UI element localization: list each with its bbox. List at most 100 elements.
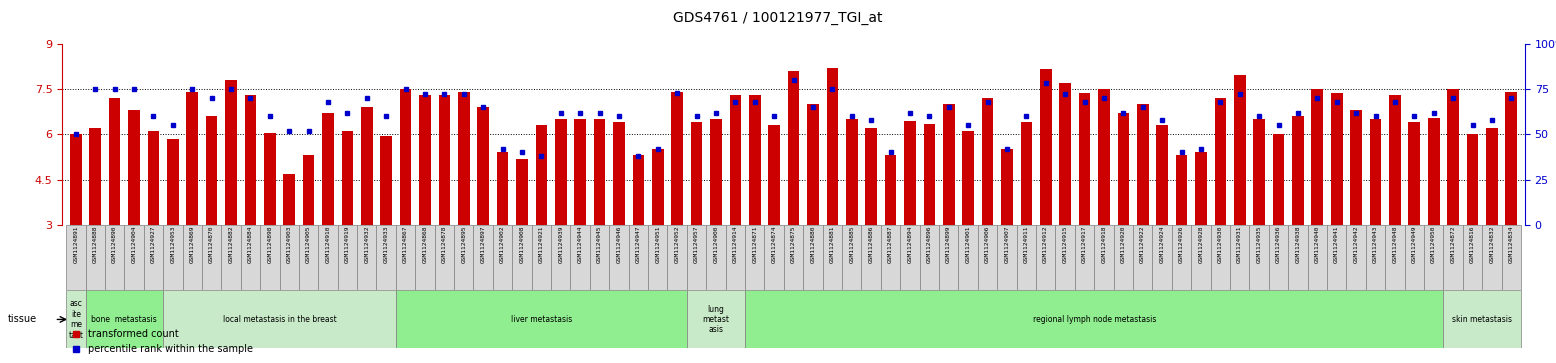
Bar <box>226 80 237 225</box>
Text: GSM1124871: GSM1124871 <box>752 225 758 262</box>
Text: GSM1124878: GSM1124878 <box>442 225 447 262</box>
Text: GSM1124888: GSM1124888 <box>93 225 98 262</box>
Bar <box>1001 150 1013 225</box>
FancyBboxPatch shape <box>1231 225 1249 290</box>
FancyBboxPatch shape <box>434 225 454 290</box>
Bar <box>400 89 411 225</box>
Bar <box>1156 125 1169 225</box>
Bar <box>846 119 857 225</box>
Bar <box>1078 94 1091 225</box>
Text: asc
ite
me
tast: asc ite me tast <box>68 299 84 339</box>
FancyBboxPatch shape <box>977 225 997 290</box>
Bar <box>1117 113 1130 225</box>
Bar <box>283 174 296 225</box>
Text: GSM1124922: GSM1124922 <box>1141 225 1145 262</box>
Bar <box>1253 119 1265 225</box>
Text: GSM1124920: GSM1124920 <box>1120 225 1127 262</box>
Bar <box>342 131 353 225</box>
FancyBboxPatch shape <box>997 225 1016 290</box>
Bar <box>1408 122 1421 225</box>
Text: GSM1124900: GSM1124900 <box>714 225 719 262</box>
Text: GSM1124950: GSM1124950 <box>1432 225 1436 262</box>
FancyBboxPatch shape <box>590 225 610 290</box>
Text: GSM1124868: GSM1124868 <box>423 225 428 262</box>
FancyBboxPatch shape <box>86 290 163 348</box>
FancyBboxPatch shape <box>725 225 745 290</box>
FancyBboxPatch shape <box>745 225 764 290</box>
Bar <box>982 98 993 225</box>
FancyBboxPatch shape <box>221 225 241 290</box>
Bar <box>322 113 335 225</box>
Bar <box>1428 118 1439 225</box>
FancyBboxPatch shape <box>1016 225 1036 290</box>
Text: GSM1124886: GSM1124886 <box>868 225 873 262</box>
Bar <box>1060 83 1071 225</box>
Legend: transformed count, percentile rank within the sample: transformed count, percentile rank withi… <box>67 326 257 358</box>
FancyBboxPatch shape <box>1133 225 1153 290</box>
FancyBboxPatch shape <box>784 225 803 290</box>
FancyBboxPatch shape <box>629 225 647 290</box>
Text: local metastasis in the breast: local metastasis in the breast <box>223 315 336 324</box>
Text: GSM1124880: GSM1124880 <box>811 225 815 262</box>
Text: GSM1124951: GSM1124951 <box>655 225 660 262</box>
FancyBboxPatch shape <box>512 225 532 290</box>
FancyBboxPatch shape <box>356 225 377 290</box>
Text: GSM1124905: GSM1124905 <box>307 225 311 262</box>
FancyBboxPatch shape <box>1153 225 1172 290</box>
Bar <box>1390 95 1400 225</box>
Text: GSM1124935: GSM1124935 <box>1257 225 1262 262</box>
Text: GSM1124881: GSM1124881 <box>829 225 836 262</box>
Text: GSM1124932: GSM1124932 <box>364 225 369 262</box>
FancyBboxPatch shape <box>473 225 493 290</box>
FancyBboxPatch shape <box>881 225 901 290</box>
Text: GSM1124898: GSM1124898 <box>268 225 272 262</box>
Bar <box>1351 110 1362 225</box>
FancyBboxPatch shape <box>823 225 842 290</box>
Text: GSM1124901: GSM1124901 <box>966 225 971 262</box>
Text: GSM1124882: GSM1124882 <box>229 225 233 262</box>
FancyBboxPatch shape <box>551 225 571 290</box>
Text: GSM1124921: GSM1124921 <box>538 225 545 262</box>
Bar <box>148 131 159 225</box>
FancyBboxPatch shape <box>1075 225 1094 290</box>
Text: GSM1124907: GSM1124907 <box>1005 225 1010 262</box>
FancyBboxPatch shape <box>862 225 881 290</box>
Bar <box>787 71 800 225</box>
FancyBboxPatch shape <box>1444 225 1463 290</box>
Text: GSM1124940: GSM1124940 <box>1315 225 1319 262</box>
Bar <box>361 107 372 225</box>
FancyBboxPatch shape <box>454 225 473 290</box>
Text: GSM1124912: GSM1124912 <box>1043 225 1049 262</box>
FancyBboxPatch shape <box>395 225 415 290</box>
Text: GSM1124872: GSM1124872 <box>1450 225 1455 262</box>
Bar <box>303 155 314 225</box>
Bar <box>1506 92 1517 225</box>
Text: GSM1124926: GSM1124926 <box>1179 225 1184 262</box>
Text: GSM1124895: GSM1124895 <box>461 225 467 262</box>
Text: GSM1124915: GSM1124915 <box>1063 225 1067 262</box>
Text: GSM1124930: GSM1124930 <box>1218 225 1223 262</box>
FancyBboxPatch shape <box>163 225 182 290</box>
Text: GSM1124884: GSM1124884 <box>247 225 254 262</box>
Bar <box>187 92 198 225</box>
Bar <box>1273 134 1284 225</box>
FancyBboxPatch shape <box>745 290 1444 348</box>
Bar <box>691 122 702 225</box>
FancyBboxPatch shape <box>1424 225 1444 290</box>
Bar <box>1447 89 1460 225</box>
Text: GSM1124953: GSM1124953 <box>170 225 176 262</box>
Text: GSM1124870: GSM1124870 <box>209 225 215 262</box>
Text: GSM1124894: GSM1124894 <box>907 225 912 262</box>
Text: GSM1124897: GSM1124897 <box>481 225 485 262</box>
Text: GSM1124902: GSM1124902 <box>499 225 506 262</box>
Text: GSM1124928: GSM1124928 <box>1198 225 1203 262</box>
Text: GSM1124834: GSM1124834 <box>1509 225 1514 262</box>
Text: GSM1124952: GSM1124952 <box>675 225 680 262</box>
Bar <box>613 122 626 225</box>
FancyBboxPatch shape <box>940 225 958 290</box>
Bar <box>70 134 81 225</box>
FancyBboxPatch shape <box>299 225 319 290</box>
Bar <box>265 133 275 225</box>
Text: GSM1124941: GSM1124941 <box>1333 225 1340 262</box>
Bar <box>904 121 916 225</box>
